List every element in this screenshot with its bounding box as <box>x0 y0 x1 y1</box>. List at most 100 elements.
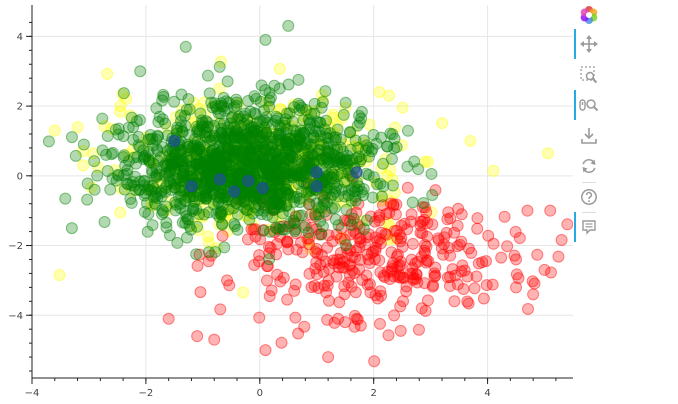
scatter-point <box>364 286 377 299</box>
scatter-point <box>210 161 223 174</box>
scatter-point <box>350 312 363 325</box>
scatter-point <box>231 223 244 236</box>
scatter-point <box>165 152 178 165</box>
scatter-point <box>184 159 197 172</box>
scatter-point <box>301 144 314 157</box>
scatter-point <box>278 142 291 155</box>
scatter-point <box>356 189 369 202</box>
scatter-point <box>160 216 173 229</box>
scatter-point <box>233 168 246 181</box>
scatter-point <box>114 99 127 112</box>
scatter-point <box>151 129 164 142</box>
scatter-point <box>166 150 179 163</box>
scatter-point <box>259 201 272 214</box>
scatter-point <box>294 236 307 249</box>
scatter-point <box>283 217 296 230</box>
scatter-point <box>241 140 254 153</box>
scatter-point <box>128 179 141 192</box>
scatter-point <box>237 110 250 123</box>
scatter-point <box>125 111 138 124</box>
scatter-point <box>121 163 134 176</box>
scatter-point <box>263 168 276 181</box>
scatter-point <box>261 138 274 151</box>
scatter-point <box>448 295 461 308</box>
scatter-point <box>378 271 391 284</box>
scatter-point <box>264 165 277 178</box>
scatter-point <box>161 122 174 135</box>
scatter-point <box>381 140 394 153</box>
save-tool-button[interactable] <box>576 123 602 149</box>
scatter-point <box>265 127 278 140</box>
scatter-point <box>200 192 213 205</box>
scatter-point <box>375 226 388 239</box>
scatter-point <box>297 126 310 139</box>
scatter-point <box>322 137 335 150</box>
scatter-point <box>139 139 152 152</box>
scatter-point <box>344 133 357 146</box>
scatter-point <box>289 142 302 155</box>
reset-tool-button[interactable] <box>576 153 602 179</box>
scatter-point <box>148 177 161 190</box>
scatter-point <box>174 184 187 197</box>
scatter-point <box>367 128 380 141</box>
scatter-point <box>315 203 328 216</box>
wheel-zoom-tool-button[interactable] <box>574 90 602 120</box>
scatter-point <box>234 159 247 172</box>
scatter-point <box>258 121 271 134</box>
scatter-point <box>312 125 325 138</box>
scatter-point <box>221 75 234 88</box>
scatter-point <box>220 156 233 169</box>
scatter-point <box>185 145 198 158</box>
scatter-point <box>280 167 293 180</box>
scatter-point <box>245 120 258 133</box>
scatter-point <box>264 223 277 236</box>
scatter-point <box>246 190 259 203</box>
scatter-point <box>275 199 288 212</box>
scatter-point <box>152 154 165 167</box>
scatter-point <box>172 156 185 169</box>
scatter-point <box>230 116 243 129</box>
scatter-point <box>204 165 217 178</box>
scatter-point <box>191 220 204 233</box>
scatter-point <box>348 320 361 333</box>
scatter-point <box>98 215 111 228</box>
scatter-point <box>250 116 263 129</box>
scatter-point <box>420 254 433 267</box>
scatter-point <box>212 150 225 163</box>
scatter-point <box>299 163 312 176</box>
scatter-point <box>237 146 250 159</box>
scatter-point <box>154 186 167 199</box>
scatter-point <box>254 146 267 159</box>
scatter-point <box>213 173 226 186</box>
scatter-point <box>297 176 310 189</box>
scatter-point <box>369 231 382 244</box>
help-tool-button[interactable] <box>576 184 602 210</box>
scatter-point <box>398 217 411 230</box>
scatter-point <box>302 113 315 126</box>
scatter-point <box>274 127 287 140</box>
scatter-point <box>442 241 455 254</box>
scatter-point <box>250 190 263 203</box>
scatter-point <box>310 242 323 255</box>
scatter-point <box>248 128 261 141</box>
scatter-point <box>438 231 451 244</box>
scatter-point <box>444 249 457 262</box>
pan-tool-button[interactable] <box>574 29 602 59</box>
scatter-point <box>278 156 291 169</box>
scatter-point <box>361 278 374 291</box>
scatter-point <box>265 202 278 215</box>
box-zoom-tool-button[interactable] <box>576 62 602 88</box>
hover-tool-button[interactable] <box>574 212 602 242</box>
scatter-point <box>274 177 287 190</box>
scatter-point <box>248 125 261 138</box>
scatter-point <box>326 202 339 215</box>
scatter-point <box>232 168 245 181</box>
scatter-point <box>208 195 221 208</box>
scatter-point <box>242 145 255 158</box>
scatter-point <box>176 126 189 139</box>
scatter-point <box>158 150 171 163</box>
scatter-point <box>349 286 362 299</box>
bokeh-logo-icon[interactable] <box>576 2 602 28</box>
scatter-point <box>369 241 382 254</box>
